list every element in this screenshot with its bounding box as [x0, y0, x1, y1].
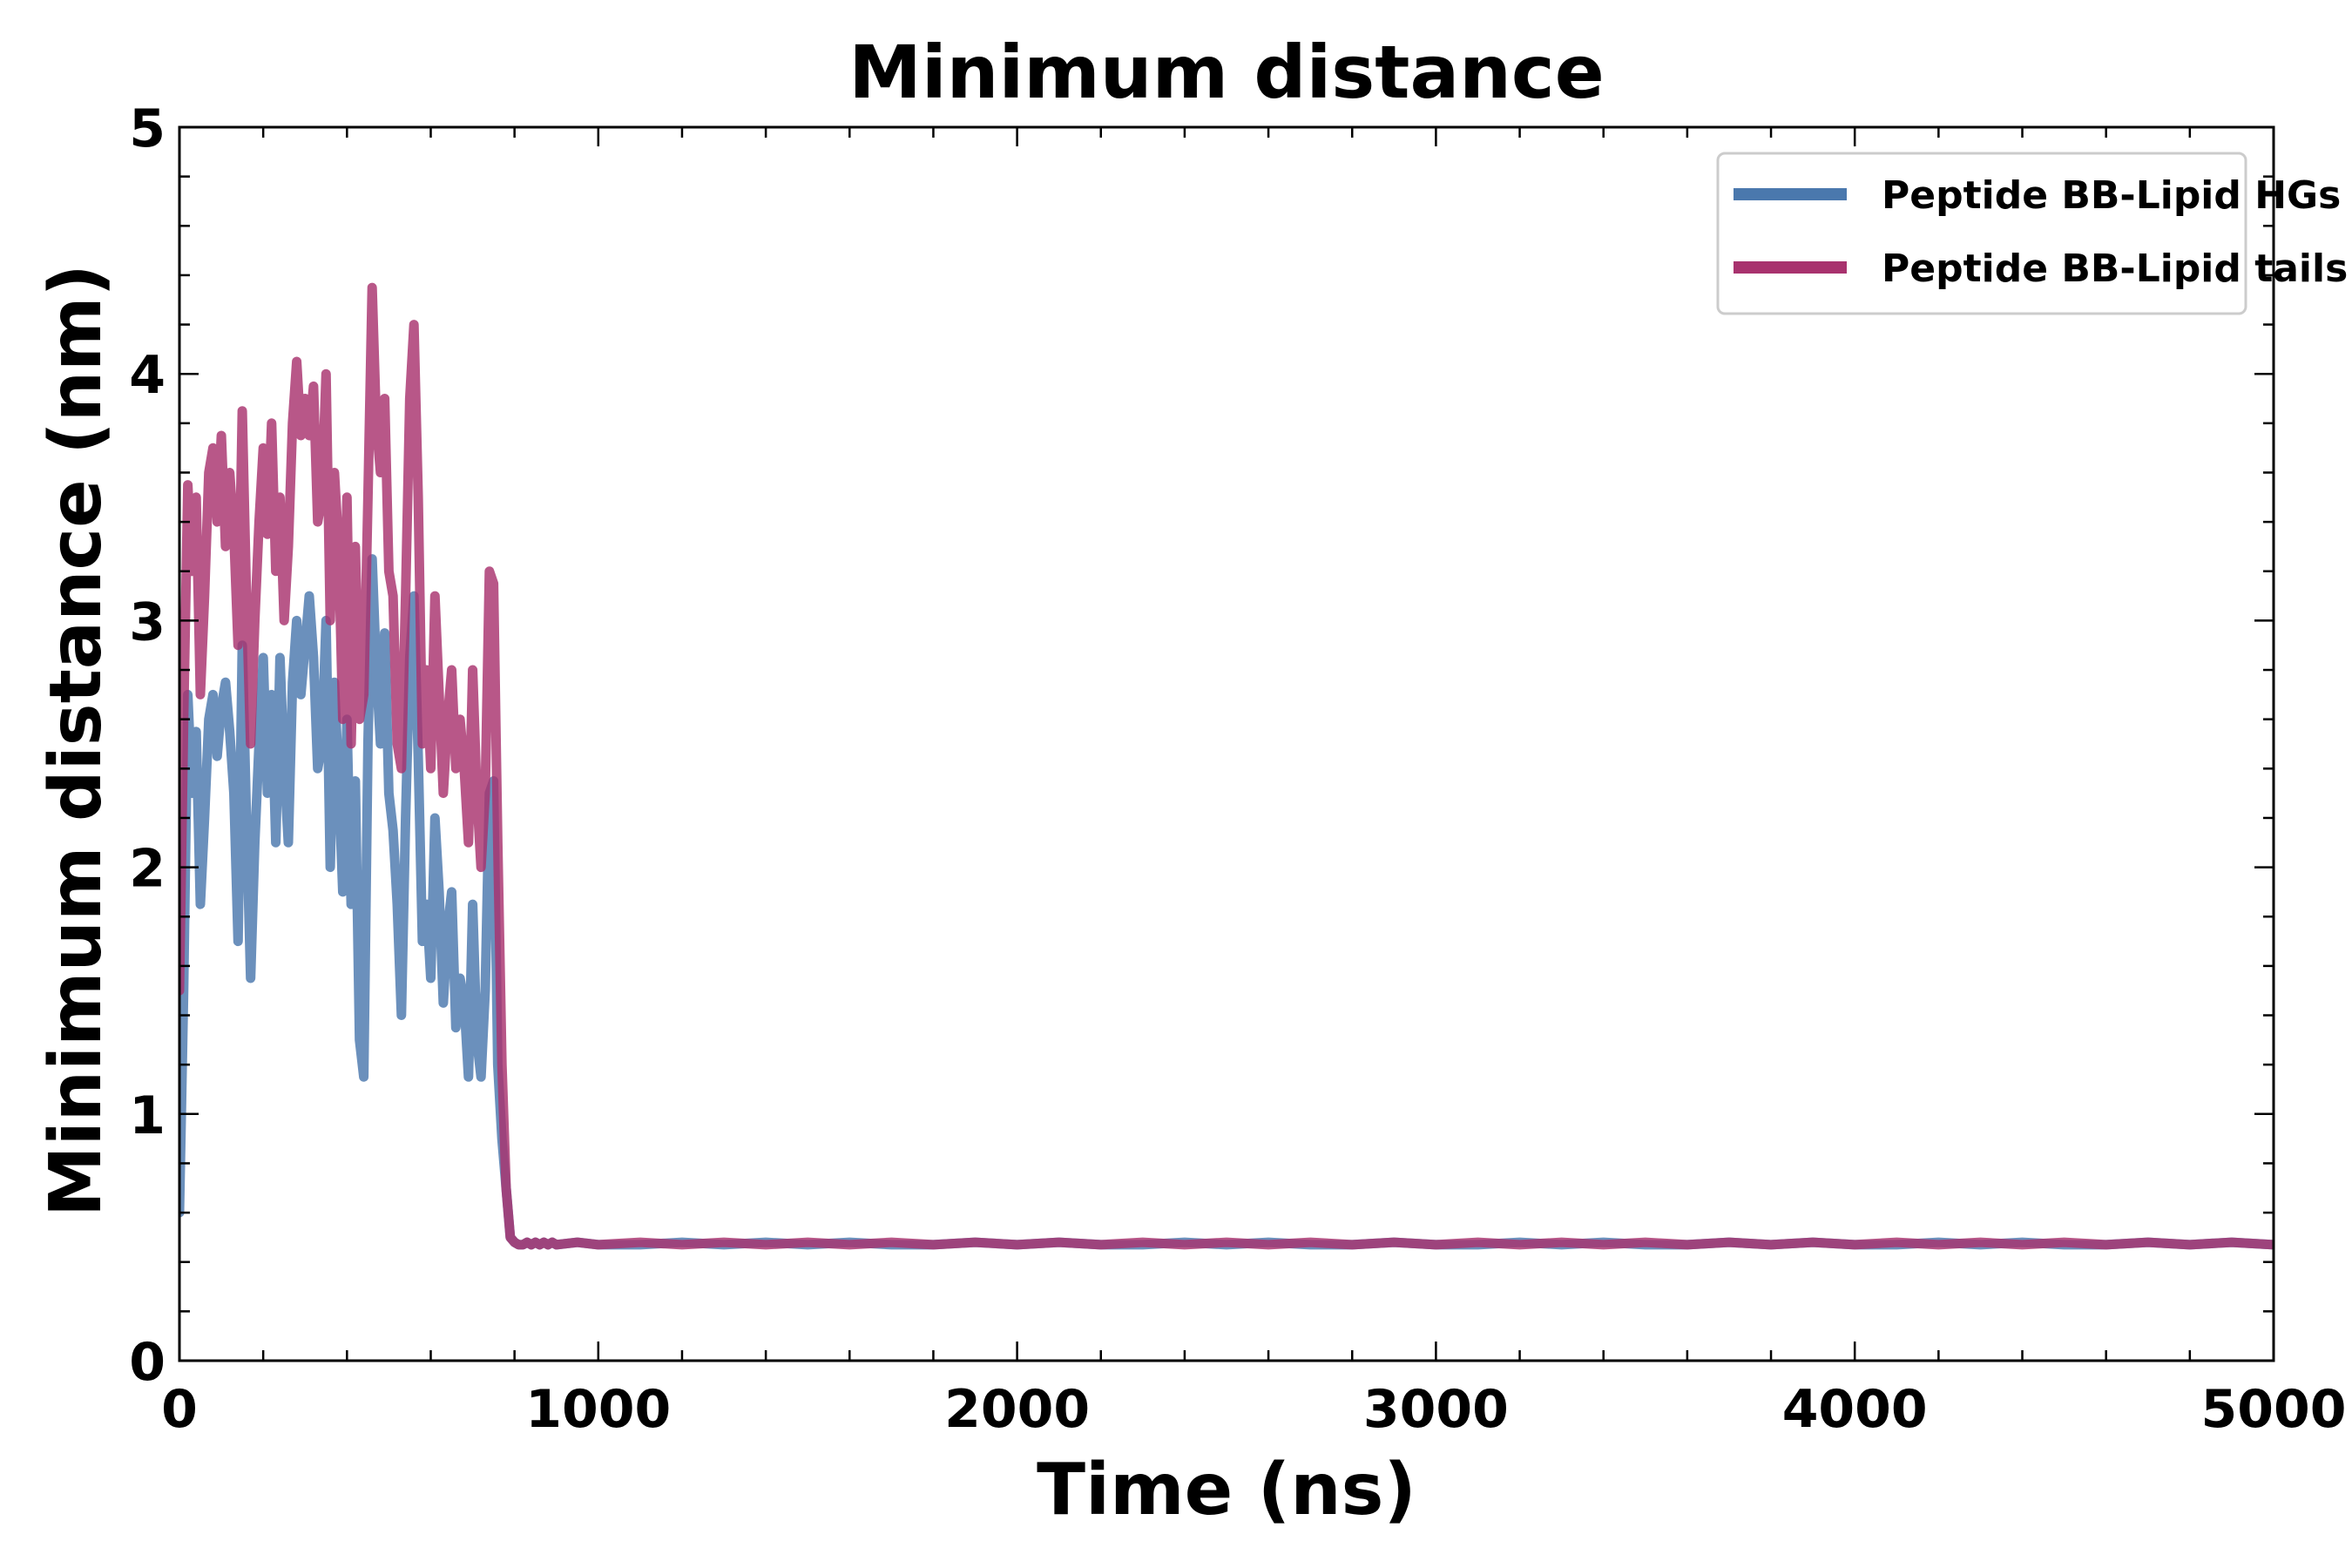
- x-tick-label: 2000: [944, 1379, 1090, 1440]
- y-tick-label: 4: [129, 345, 166, 406]
- x-tick-label: 1000: [525, 1379, 671, 1440]
- x-tick-label: 0: [161, 1379, 198, 1440]
- legend-label-1: Peptide BB-Lipid HGs: [1882, 173, 2341, 218]
- series-group: [179, 282, 2274, 1250]
- x-tick-label: 3000: [1363, 1379, 1509, 1440]
- axes-frame: [178, 125, 2275, 1362]
- y-tick-label: 5: [129, 98, 166, 159]
- series-line-2: [179, 282, 2274, 1250]
- x-axis-label: Time (ns): [1037, 1449, 1416, 1531]
- axes: 0 1000 2000 3000 4000 5000 0 1 2 3 4 5: [129, 98, 2346, 1440]
- y-tick-label: 2: [129, 839, 166, 900]
- y-tick-label: 0: [129, 1332, 166, 1393]
- y-tick-label: 3: [129, 591, 166, 652]
- x-tick-label: 4000: [1782, 1379, 1928, 1440]
- legend: Peptide BB-Lipid HGs Peptide BB-Lipid tai…: [1716, 152, 2348, 315]
- chart-title: Minimum distance: [848, 30, 1604, 115]
- x-tick-label: 5000: [2201, 1379, 2347, 1440]
- legend-box: [1716, 152, 2247, 315]
- y-axis-label: Minimum distance (nm): [35, 264, 118, 1217]
- y-tick-label: 1: [129, 1085, 166, 1146]
- plot-area: [179, 282, 2274, 1250]
- legend-label-2: Peptide BB-Lipid tails: [1882, 247, 2348, 291]
